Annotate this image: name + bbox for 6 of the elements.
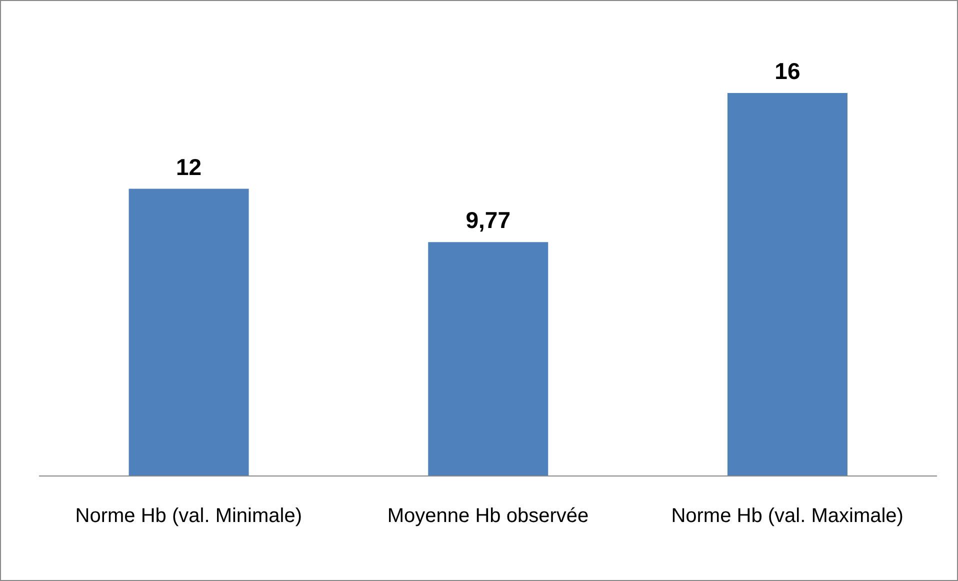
x-tick-label: Moyenne Hb observée (387, 505, 589, 527)
data-label: 12 (176, 154, 202, 180)
data-label: 9,77 (466, 207, 511, 234)
x-tick-label: Norme Hb (val. Maximale) (671, 505, 904, 527)
x-tick-label: Norme Hb (val. Minimale) (75, 505, 302, 527)
data-label: 16 (774, 58, 800, 84)
